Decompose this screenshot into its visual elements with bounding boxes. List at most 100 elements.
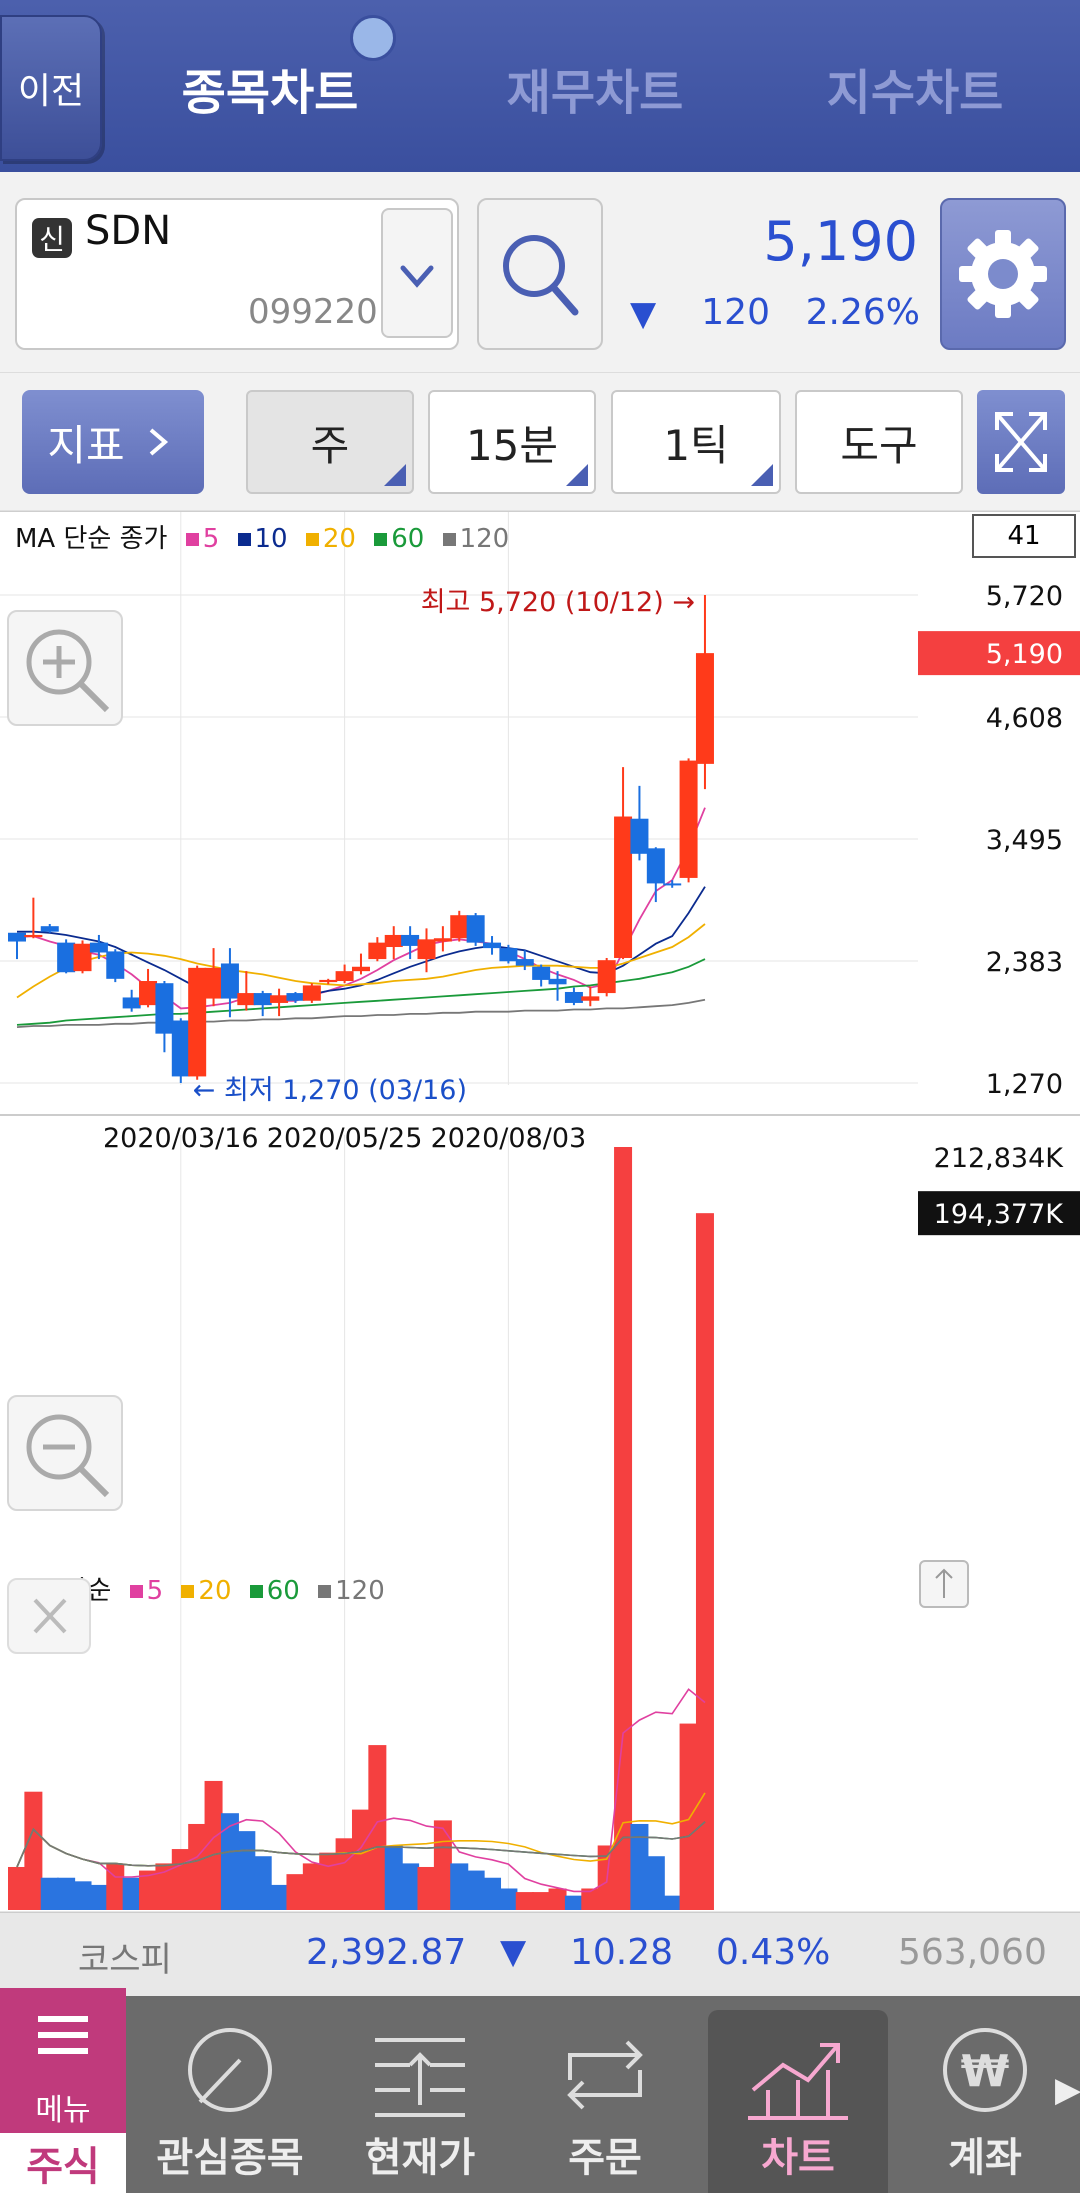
nav-current-price[interactable]: 현재가 xyxy=(330,2010,510,2193)
volume-bar xyxy=(401,1863,420,1910)
volume-bar xyxy=(24,1791,43,1910)
candle-body xyxy=(679,760,698,878)
period-1tick-button[interactable]: 1틱 xyxy=(611,390,781,494)
nav-order[interactable]: 주문 xyxy=(515,2010,695,2193)
candle-body xyxy=(532,966,551,980)
volume-bar xyxy=(483,1877,502,1910)
volume-bar xyxy=(139,1870,158,1910)
volume-bar xyxy=(581,1888,600,1910)
tools-button[interactable]: 도구 xyxy=(795,390,963,494)
index-down-arrow-icon: ▼ xyxy=(500,1932,527,1972)
candle-body xyxy=(548,978,567,985)
candle-body xyxy=(286,993,305,1001)
price-change-percent: 2.26% xyxy=(805,292,920,333)
ma10-line xyxy=(17,886,706,999)
candle-body xyxy=(319,979,338,983)
volume-bar xyxy=(89,1884,108,1910)
candle-body xyxy=(270,995,289,1003)
stock-dropdown-button[interactable] xyxy=(381,208,453,338)
ma20-line xyxy=(16,923,706,999)
legend-swatch xyxy=(305,533,319,546)
candle-body xyxy=(450,915,469,939)
volume-bar xyxy=(237,1831,256,1910)
close-icon xyxy=(33,1598,67,1634)
legend-ma120: 120 xyxy=(459,524,510,554)
volume-bar xyxy=(384,1845,403,1910)
up-down-arrow-icon xyxy=(935,1568,953,1598)
zoom-out-button[interactable] xyxy=(7,1395,123,1511)
candle-body xyxy=(597,960,616,994)
index-ticker-bar[interactable] xyxy=(0,1912,1080,1997)
close-volume-button[interactable] xyxy=(7,1578,91,1654)
chevron-right-icon xyxy=(149,428,168,456)
refresh-icon[interactable] xyxy=(350,15,396,61)
volume-bar xyxy=(466,1870,485,1910)
volume-bar xyxy=(171,1849,190,1910)
ma120-line xyxy=(16,998,706,1028)
candle-body xyxy=(614,816,633,958)
resize-handle[interactable] xyxy=(919,1560,969,1608)
index-change-percent: 0.43% xyxy=(716,1932,831,1973)
volume-bar xyxy=(220,1813,239,1910)
candle-body xyxy=(515,959,534,966)
nav-chart[interactable]: 차트 xyxy=(708,2010,888,2193)
volume-bar xyxy=(450,1863,469,1910)
zoom-in-button[interactable] xyxy=(7,610,123,726)
legend-vol-ma5: 5 xyxy=(146,1576,164,1606)
candle-count-box[interactable]: 41 xyxy=(972,514,1076,558)
nav-watchlist-label: 관심종목 xyxy=(156,2135,304,2181)
index-change: 10.28 xyxy=(570,1932,674,1973)
nav-stock-tab[interactable]: 주식 xyxy=(0,2133,126,2193)
legend-vol-ma20: 20 xyxy=(198,1576,232,1606)
y-tick-label: 4,608 xyxy=(986,703,1063,734)
period-1tick-label: 1틱 xyxy=(663,420,729,470)
app-header xyxy=(0,0,1080,172)
chevron-down-icon xyxy=(400,265,434,288)
candle-body xyxy=(564,991,583,1003)
volume-bar xyxy=(253,1856,272,1910)
svg-text:₩: ₩ xyxy=(961,2046,1010,2097)
tab-financial-chart[interactable]: 재무차트 xyxy=(506,64,684,121)
volume-bar xyxy=(548,1888,567,1910)
period-15min-button[interactable]: 15분 xyxy=(428,390,596,494)
tab-index-chart[interactable]: 지수차트 xyxy=(826,64,1004,121)
tab-stock-chart[interactable]: 종목차트 xyxy=(181,64,359,121)
volume-current-tag xyxy=(918,1191,1080,1236)
watchlist-icon xyxy=(188,2028,272,2112)
volume-bar xyxy=(663,1895,682,1910)
stock-chart[interactable]: 5,720 4,608 3,495 2,383 1,270 2020/03/16 2020/… xyxy=(0,510,1080,1912)
volume-bar xyxy=(515,1892,534,1910)
candle-body xyxy=(499,948,518,962)
search-button[interactable] xyxy=(477,198,603,350)
period-week-button[interactable]: 주 xyxy=(246,390,414,494)
legend-vol-ma120: 120 xyxy=(335,1576,385,1606)
price-ma-legend: MA 단순 종가 5 10 20 60 120 xyxy=(15,518,509,555)
candle-body xyxy=(302,985,321,1001)
search-icon xyxy=(503,235,579,316)
x-tick-label: 2020/08/03 xyxy=(431,1123,587,1154)
stock-type-badge: 신 xyxy=(32,218,72,258)
candle-body xyxy=(335,971,354,982)
settings-button[interactable] xyxy=(940,198,1066,350)
chart-icon xyxy=(748,2043,848,2120)
candle-body xyxy=(695,653,714,764)
x-tick-label: 2020/05/25 xyxy=(267,1123,423,1154)
candle-body xyxy=(630,818,649,854)
candle-body xyxy=(351,966,370,972)
indicator-button[interactable]: 지표 xyxy=(22,390,204,494)
nav-account-label: 계좌 xyxy=(948,2135,1022,2181)
nav-account[interactable]: ₩ 계좌 xyxy=(895,2010,1075,2193)
dropdown-corner-icon xyxy=(384,464,406,486)
nav-more-arrow-icon[interactable]: ▶ xyxy=(1055,2070,1080,2110)
fullscreen-button[interactable] xyxy=(977,390,1065,494)
volume-bar xyxy=(188,1823,207,1910)
expand-icon xyxy=(995,412,1047,472)
legend-ma60: 60 xyxy=(391,524,425,554)
hamburger-icon xyxy=(38,2016,88,2054)
volume-bar xyxy=(335,1838,354,1910)
candle-body xyxy=(40,926,59,932)
volume-bar xyxy=(646,1856,665,1910)
won-currency-icon: ₩ xyxy=(943,2028,1027,2112)
back-button[interactable]: 이전 xyxy=(0,15,102,161)
nav-watchlist[interactable]: 관심종목 xyxy=(140,2010,320,2193)
